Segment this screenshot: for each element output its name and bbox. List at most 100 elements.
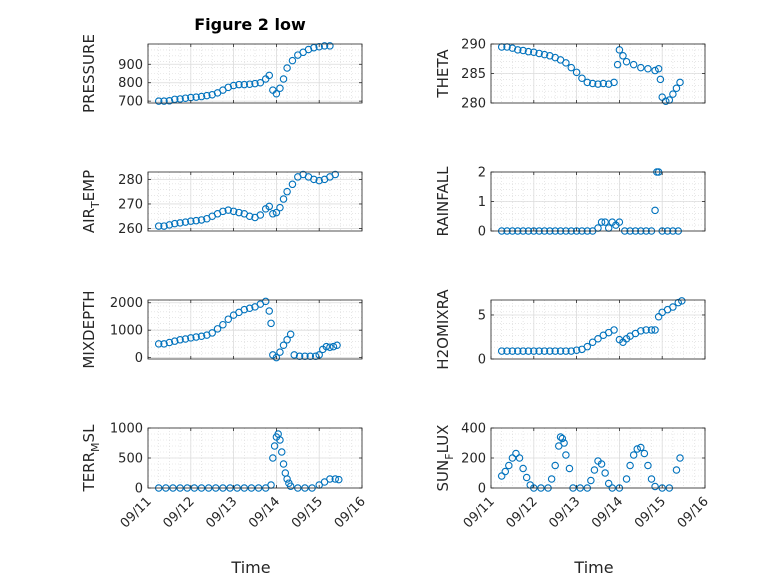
subplot-pressure: 700 800 900 PRESSURE [80,34,363,113]
y-tick-label: 200 [461,452,486,467]
data-point [331,475,339,483]
y-tick-label: 290 [461,38,486,53]
data-series [497,297,686,355]
y-tick-label: 700 [118,95,143,110]
data-point [583,78,592,87]
data-point [256,211,265,219]
data-point [644,461,652,470]
data-point [497,347,506,355]
data-point [333,341,341,350]
data-point [505,461,513,470]
data-point [269,454,277,462]
data-point [267,319,275,328]
subplot-terr-msl: 0 500 1000 09/11 09/12 09/13 09/14 09/15 09/16 TE… [80,422,369,532]
data-point [619,52,627,60]
y-tick-label: 260 [118,222,143,237]
data-point [647,326,656,334]
data-point [583,342,592,351]
data-point [567,63,575,72]
y-tick-label: 400 [461,422,486,437]
data-point [508,347,517,355]
axes-background [148,172,362,231]
y-tick-label: 280 [461,97,486,112]
y-axis-label: RAINFALL [434,166,452,237]
data-point [578,74,586,82]
data-point [647,475,656,483]
data-point [546,347,554,355]
data-point [613,60,622,69]
data-point [530,347,538,355]
data-point [572,346,581,354]
data-point [524,47,533,56]
data-point [642,326,650,334]
data-point [272,208,281,217]
data-point [171,337,179,345]
data-point [240,305,249,314]
data-point [669,303,677,311]
data-point [192,333,200,341]
data-point [301,352,309,361]
data-point [270,442,279,450]
data-point [265,307,274,315]
data-point [519,347,527,355]
data-point [515,454,524,462]
data-point [283,187,291,196]
y-tick-label: 2 [478,166,486,181]
data-point [315,43,323,51]
x-tick-label: 09/14 [246,494,283,531]
data-point [187,334,195,342]
data-point [604,80,613,88]
data-point [329,342,338,351]
data-point [522,473,531,482]
data-point [590,466,599,474]
data-point [503,347,511,355]
data-point [181,335,190,343]
data-point [288,56,297,65]
data-point [265,71,274,80]
data-point [229,81,238,90]
data-point [588,338,597,347]
y-tick-label: 900 [118,58,143,73]
data-point [676,78,684,87]
data-point [171,95,179,104]
data-point [171,219,179,228]
data-point [572,68,581,77]
data-point [637,443,645,452]
subplot-rainfall: 0 1 2 RAINFALL [434,166,706,240]
data-point [286,330,295,339]
data-point [326,475,334,483]
data-point [678,297,686,305]
data-point [562,59,570,67]
data-point [654,65,663,73]
data-point [269,210,277,218]
x-tick-label: 09/11 [461,494,498,531]
data-point [326,42,334,50]
data-point [181,94,190,102]
data-point [551,347,559,355]
data-point [540,50,549,59]
data-point [256,78,265,87]
data-point [245,212,254,221]
data-point [588,79,597,88]
x-tick-label: 09/13 [546,494,583,531]
y-tick-label: 1000 [110,324,143,339]
data-point [562,451,570,459]
data-point [290,351,298,359]
axes-background [148,44,362,103]
y-axis-label: SUNFLUX [434,425,456,492]
data-point [601,469,609,477]
data-point [272,353,281,362]
data-point [181,218,190,226]
data-point [610,78,618,87]
x-tick-label: 09/16 [675,494,712,531]
data-point [672,466,681,474]
data-point [599,79,608,88]
y-tick-label: 5 [478,308,486,323]
data-point [272,90,281,98]
data-point [656,75,665,84]
data-point [197,92,206,101]
data-point [224,315,233,323]
y-tick-label: 280 [118,173,143,188]
data-point [654,312,663,321]
data-point [235,208,243,217]
